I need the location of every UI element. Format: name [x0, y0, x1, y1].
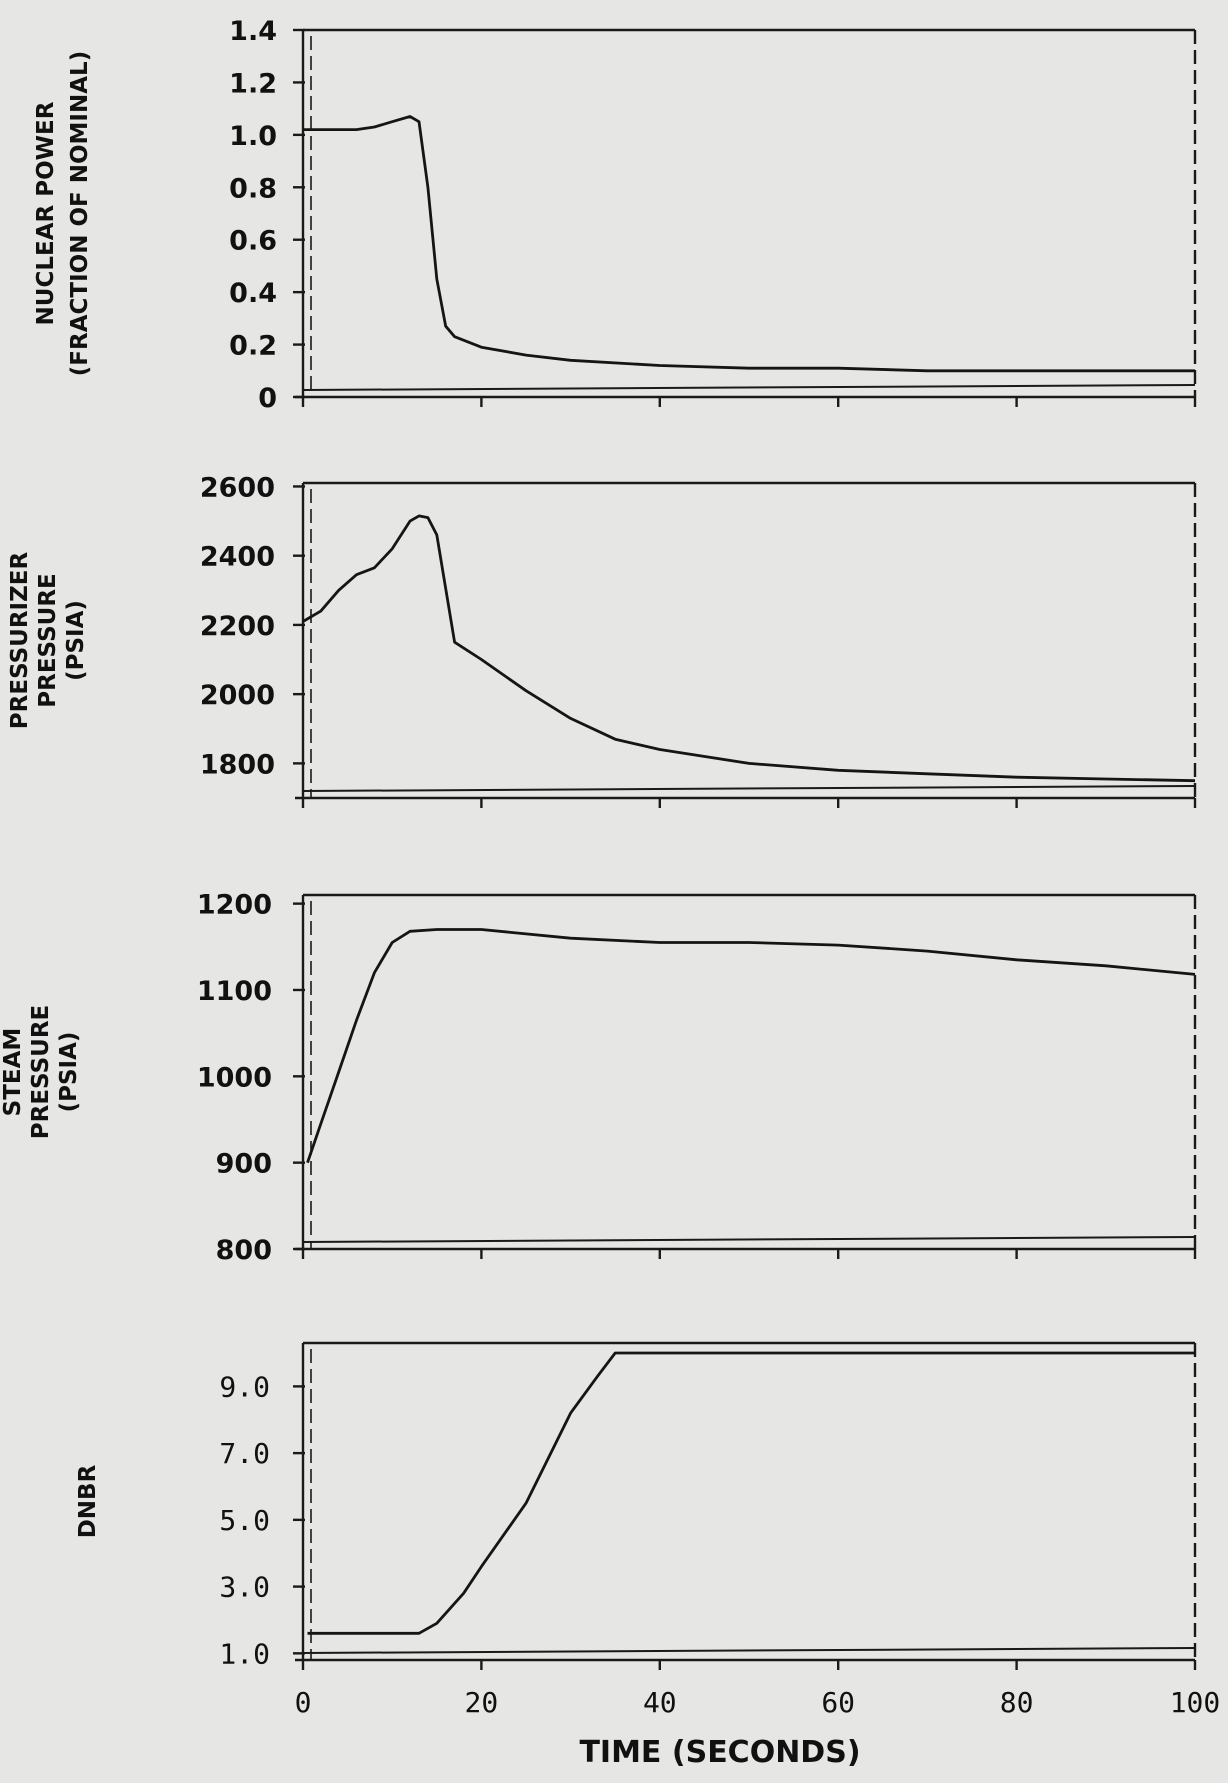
x-tick-label: 20 — [465, 1686, 499, 1719]
y-tick-label: 1.0 — [229, 121, 277, 152]
x-axis-title: TIME (SECONDS) — [579, 1735, 860, 1770]
baseline-second-line — [302, 384, 1196, 391]
y-tick-label: 0.4 — [229, 278, 277, 309]
dnbr-series-line — [307, 1351, 1195, 1635]
y-tick-label: 7.0 — [219, 1437, 270, 1470]
y-tick-label: 900 — [216, 1149, 272, 1180]
x-tick-label: 100 — [1170, 1686, 1221, 1719]
y-tick-label: 1000 — [197, 1062, 272, 1093]
y-axis-title-line: NUCLEAR POWER — [33, 101, 59, 325]
y-axis-title-line: (FRACTION OF NOMINAL) — [67, 51, 93, 376]
y-tick-label: 2200 — [200, 611, 275, 642]
baseline-second-line — [302, 1236, 1196, 1243]
y-tick-label: 1.2 — [229, 68, 277, 99]
steam-pressure-series-line — [306, 928, 1196, 1164]
y-tick-label: 3.0 — [219, 1571, 270, 1604]
y-axis-title-line: (PSIA) — [56, 1032, 82, 1113]
y-axis-title-line: PRESSURE — [35, 573, 61, 707]
y-tick-label: 1200 — [197, 890, 272, 921]
y-axis-title-line: DNBR — [75, 1464, 101, 1538]
y-tick-label: 1.4 — [229, 16, 277, 47]
y-tick-label: 1.0 — [219, 1637, 270, 1670]
time-axis: TIME (SECONDS) 0 20 40 60 80 100 — [295, 1686, 1221, 1770]
dnbr-panel: 1.0 3.0 5.0 7.0 9.0 DNBR — [75, 1341, 1197, 1670]
y-tick-label: 5.0 — [219, 1504, 270, 1537]
pressurizer-pressure-panel: 1800 2000 2200 2400 2600 PRESSURIZER PRESSURE(… — [7, 472, 1197, 808]
x-tick-label: 40 — [643, 1686, 677, 1719]
y-tick-label: 1800 — [200, 749, 275, 780]
baseline-second-line — [302, 785, 1196, 792]
pressurizer-pressure-series-line — [302, 514, 1196, 783]
nuclear-power-panel: 0 0.2 0.4 0.6 0.8 1.0 1.2 1.4 NUCLEAR POWER (FRAC… — [33, 16, 1197, 414]
y-tick-label: 2400 — [200, 542, 275, 573]
x-tick-label: 0 — [295, 1686, 312, 1719]
y-tick-label: 800 — [216, 1235, 272, 1266]
y-axis-title-line: PRESSURE — [28, 1005, 54, 1139]
y-tick-label: 1100 — [197, 976, 272, 1007]
x-tick-label: 80 — [1000, 1686, 1034, 1719]
y-tick-label: 0 — [258, 383, 277, 414]
nuclear-power-series-line — [303, 115, 1195, 373]
steam-pressure-panel: 800 900 1000 1100 1200 STEAM PRESSURE (PSIA) — [0, 890, 1197, 1266]
y-axis-title-line: STEAM — [0, 1028, 26, 1117]
y-tick-label: 0.8 — [229, 173, 277, 204]
y-tick-label: 0.2 — [229, 331, 277, 362]
baseline-second-line — [302, 1647, 1196, 1654]
x-tick-label: 60 — [821, 1686, 855, 1719]
y-tick-label: 2000 — [200, 680, 275, 711]
y-axis-title-line: (PSIA) — [63, 600, 89, 681]
y-tick-label: 2600 — [200, 472, 275, 503]
y-axis-title-line: PRESSURIZER — [7, 552, 33, 730]
y-tick-label: 0.6 — [229, 226, 277, 257]
y-tick-label: 9.0 — [219, 1370, 270, 1403]
